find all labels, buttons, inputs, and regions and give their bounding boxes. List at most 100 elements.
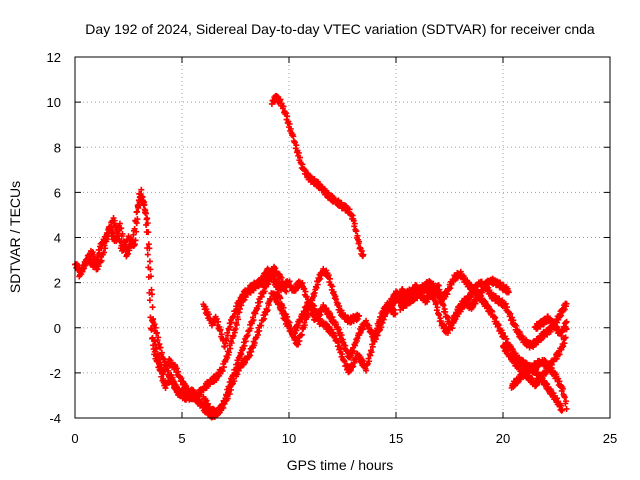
- data-point: [553, 355, 560, 362]
- data-point: [304, 314, 311, 321]
- data-point: [186, 395, 193, 402]
- data-point: [226, 391, 233, 398]
- data-point: [547, 328, 554, 335]
- y-axis-label: SDTVAR / TECUs: [7, 181, 23, 293]
- data-point: [445, 314, 452, 321]
- x-tick-label: 10: [282, 431, 296, 446]
- data-point: [516, 329, 523, 336]
- data-point: [119, 230, 126, 237]
- data-point: [353, 227, 360, 234]
- data-point: [111, 217, 118, 224]
- data-point: [79, 268, 86, 275]
- data-point: [280, 103, 287, 110]
- data-point: [129, 238, 136, 245]
- data-point: [85, 256, 92, 263]
- data-point: [363, 367, 370, 374]
- data-point: [118, 225, 125, 232]
- data-point: [142, 209, 149, 216]
- series-track-6: [200, 290, 399, 418]
- y-tick-label: 6: [54, 185, 61, 200]
- series-track-13: [508, 356, 570, 412]
- data-point: [350, 348, 357, 355]
- data-point: [457, 268, 464, 275]
- data-point: [295, 149, 302, 156]
- data-point: [284, 113, 291, 120]
- data-point: [135, 204, 142, 211]
- data-point: [444, 291, 451, 298]
- data-point: [314, 281, 321, 288]
- data-point: [145, 264, 152, 271]
- data-point: [272, 265, 279, 272]
- data-point: [495, 322, 502, 329]
- data-point: [360, 251, 367, 258]
- data-point: [326, 275, 333, 282]
- series-track-14: [532, 313, 570, 339]
- data-point: [447, 324, 454, 331]
- data-point: [558, 402, 565, 409]
- data-point: [366, 358, 373, 365]
- data-point: [346, 206, 353, 213]
- data-point: [136, 198, 143, 205]
- data-point: [554, 395, 561, 402]
- data-point: [100, 249, 107, 256]
- data-point: [213, 377, 220, 384]
- data-point: [226, 349, 233, 356]
- data-point: [295, 341, 302, 348]
- series-track-3: [149, 316, 193, 403]
- data-point: [503, 335, 510, 342]
- data-point: [250, 316, 257, 323]
- series-track-11: [380, 278, 570, 351]
- data-point: [548, 365, 555, 372]
- data-point: [144, 245, 151, 252]
- data-point: [224, 332, 231, 339]
- data-point: [293, 142, 300, 149]
- data-point: [171, 380, 178, 387]
- data-point: [348, 352, 355, 359]
- data-point: [350, 363, 357, 370]
- data-point: [539, 375, 546, 382]
- data-point: [151, 321, 158, 328]
- y-tick-label: 12: [47, 50, 61, 65]
- x-tick-label: 5: [178, 431, 185, 446]
- y-tick-label: 2: [54, 276, 61, 291]
- data-point: [220, 364, 227, 371]
- data-point: [155, 360, 162, 367]
- data-point: [551, 319, 558, 326]
- data-point: [265, 281, 272, 288]
- data-point: [231, 378, 238, 385]
- data-point: [220, 404, 227, 411]
- data-point: [367, 352, 374, 359]
- data-point: [298, 331, 305, 338]
- x-tick-label: 25: [603, 431, 617, 446]
- data-point: [286, 120, 293, 127]
- plot-frame: [74, 56, 611, 419]
- data-point: [468, 293, 475, 300]
- data-point: [556, 351, 563, 358]
- data-point: [152, 324, 159, 331]
- data-point: [261, 315, 268, 322]
- data-point: [537, 323, 544, 330]
- data-point: [233, 321, 240, 328]
- data-point: [559, 385, 566, 392]
- data-point: [155, 334, 162, 341]
- data-point: [561, 326, 568, 333]
- data-point: [562, 334, 569, 341]
- data-point: [511, 356, 518, 363]
- data-point: [102, 245, 109, 252]
- data-point: [145, 274, 152, 281]
- data-point: [247, 352, 254, 359]
- data-point: [125, 250, 132, 257]
- data-point: [162, 385, 169, 392]
- data-point: [447, 285, 454, 292]
- data-point: [336, 303, 343, 310]
- data-point: [301, 322, 308, 329]
- data-point: [261, 288, 268, 295]
- data-point: [146, 258, 153, 265]
- data-point: [283, 288, 290, 295]
- y-tick-label: 8: [54, 140, 61, 155]
- data-point: [325, 272, 332, 279]
- data-point: [149, 334, 156, 341]
- data-point: [165, 367, 172, 374]
- data-point: [131, 225, 138, 232]
- data-point: [481, 280, 488, 287]
